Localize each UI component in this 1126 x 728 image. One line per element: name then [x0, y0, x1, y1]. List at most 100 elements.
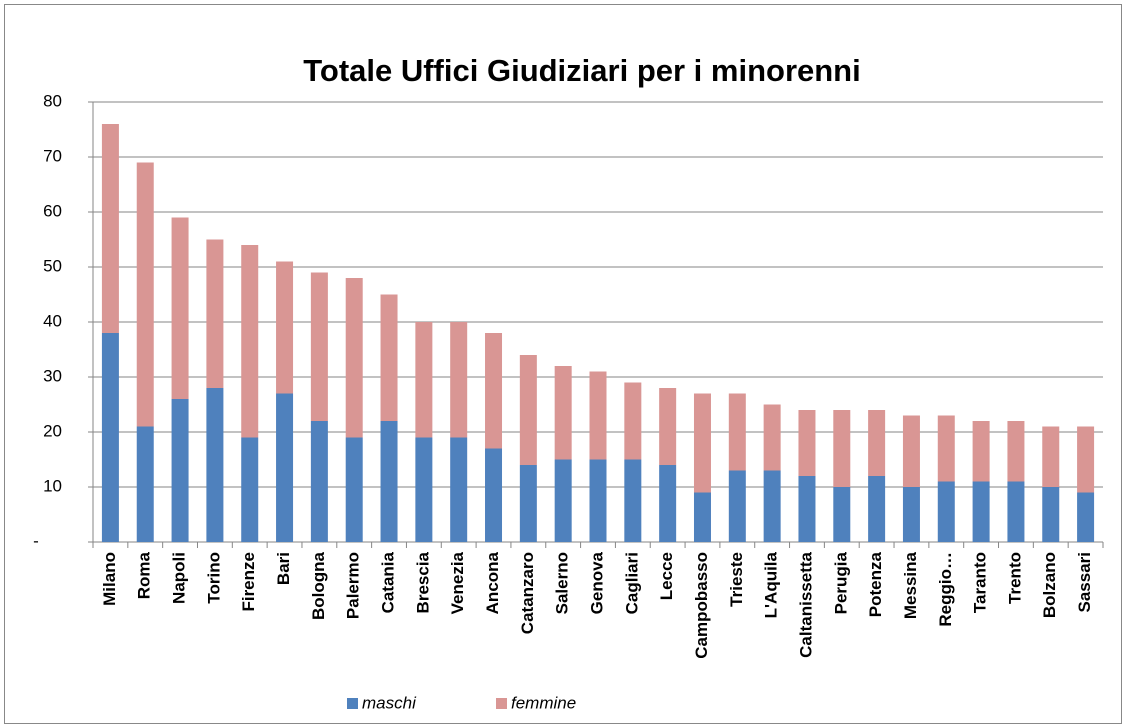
bar — [450, 322, 468, 438]
bar — [728, 393, 746, 471]
bar — [519, 465, 537, 542]
bar — [937, 415, 955, 482]
chart-title: Totale Uffici Giudiziari per i minorenni — [303, 53, 861, 88]
y-tick-label: 80 — [43, 91, 62, 110]
y-tick-label: - — [33, 531, 39, 550]
bar — [241, 437, 259, 542]
bar — [206, 239, 224, 388]
bar — [868, 410, 886, 476]
x-tick-label: Venezia — [448, 551, 467, 614]
x-tick-label: Taranto — [971, 552, 990, 613]
bar — [1042, 426, 1060, 487]
bar — [902, 415, 920, 487]
bar — [659, 388, 677, 465]
x-tick-label: Genova — [587, 551, 606, 614]
y-tick-label: 10 — [43, 476, 62, 495]
bar — [276, 393, 294, 542]
bar — [276, 261, 294, 394]
bar — [450, 437, 468, 542]
bar — [310, 421, 328, 542]
bar — [380, 421, 398, 542]
bar — [345, 278, 363, 438]
bar — [589, 459, 607, 542]
bar — [206, 388, 224, 542]
y-tick-label: 40 — [43, 311, 62, 330]
bar — [310, 272, 328, 421]
bar — [485, 333, 503, 449]
x-tick-label: Bologna — [309, 551, 328, 620]
bar — [485, 448, 503, 542]
x-tick-label: Bari — [274, 552, 293, 585]
bar — [519, 355, 537, 465]
x-tick-label: Messina — [901, 551, 920, 619]
bar — [693, 492, 711, 542]
bar — [589, 371, 607, 460]
bar — [833, 487, 851, 542]
x-tick-label: Perugia — [831, 551, 850, 614]
bar — [659, 465, 677, 542]
legend-swatch — [347, 698, 358, 709]
x-tick-label: Bolzano — [1040, 552, 1059, 618]
bar — [1007, 481, 1025, 542]
bar — [1077, 492, 1095, 542]
bar — [415, 322, 433, 438]
x-tick-label: Firenze — [239, 552, 258, 612]
bar — [624, 459, 642, 542]
x-tick-label: Cagliari — [622, 552, 641, 614]
x-tick-label: Catania — [379, 551, 398, 613]
x-tick-label: Potenza — [866, 551, 885, 617]
bar — [1077, 426, 1095, 493]
legend-label: maschi — [362, 693, 417, 712]
bar — [1042, 487, 1060, 542]
bar — [693, 393, 711, 493]
bar — [136, 426, 154, 542]
x-tick-label: Lecce — [657, 552, 676, 600]
x-tick-label: Trieste — [727, 552, 746, 607]
x-tick-label: Sassari — [1075, 552, 1094, 613]
bar — [415, 437, 433, 542]
x-tick-label: Palermo — [344, 552, 363, 619]
bar — [868, 476, 886, 542]
bar — [937, 481, 955, 542]
bar — [972, 481, 990, 542]
x-tick-label: Torino — [204, 552, 223, 604]
bar — [380, 294, 398, 421]
y-tick-label: 50 — [43, 256, 62, 275]
x-tick-label: Salerno — [553, 552, 572, 614]
y-tick-label: 60 — [43, 201, 62, 220]
x-tick-label: L'Aquila — [762, 551, 781, 618]
x-tick-label: Milano — [100, 552, 119, 606]
bar — [554, 459, 572, 542]
bar — [241, 245, 259, 438]
bar — [624, 382, 642, 460]
y-tick-label: 30 — [43, 366, 62, 385]
bar — [554, 366, 572, 460]
x-tick-label: Brescia — [413, 551, 432, 613]
bar — [171, 217, 189, 399]
bar — [833, 410, 851, 487]
bar — [902, 487, 920, 542]
x-tick-label: Trento — [1005, 552, 1024, 604]
chart-border — [4, 4, 1122, 724]
legend-swatch — [496, 698, 507, 709]
bar — [763, 470, 781, 542]
bar — [972, 421, 990, 482]
bar — [798, 410, 816, 476]
x-tick-label: Caltanissetta — [796, 551, 815, 657]
y-tick-label: 70 — [43, 146, 62, 165]
bar — [171, 399, 189, 542]
bar — [101, 333, 119, 542]
x-tick-label: Campobasso — [692, 552, 711, 659]
bar — [101, 124, 119, 333]
bar — [136, 162, 154, 427]
bar — [763, 404, 781, 471]
y-tick-label: 20 — [43, 421, 62, 440]
legend-label: femmine — [511, 693, 576, 712]
x-tick-label: Napoli — [170, 552, 189, 604]
bar — [728, 470, 746, 542]
x-tick-label: Ancona — [483, 551, 502, 614]
x-tick-label: Catanzaro — [518, 552, 537, 634]
bar — [345, 437, 363, 542]
